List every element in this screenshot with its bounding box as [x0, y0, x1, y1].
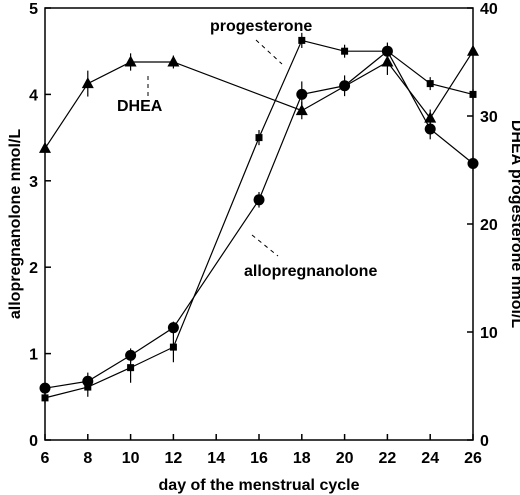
dhea-point [295, 104, 308, 116]
x-tick-label: 16 [250, 450, 268, 467]
x-axis-label: day of the menstrual cycle [159, 477, 360, 494]
progesterone-point [169, 343, 177, 351]
left-tick-label: 4 [29, 87, 38, 104]
series-dhea [39, 44, 479, 153]
progesterone-point [255, 134, 263, 142]
progesterone-point [127, 364, 135, 372]
left-axis-ticks: 0 1 2 3 4 5 [29, 1, 51, 450]
allopregnanolone-point [467, 158, 479, 170]
progesterone-point [84, 383, 92, 391]
dhea-point [124, 55, 137, 67]
x-axis-ticks: 6 8 10 12 14 16 18 20 22 24 26 [41, 434, 482, 467]
progesterone-point [426, 80, 434, 88]
progesterone-line [44, 39, 474, 399]
left-axis-label: allopregnanolone nmol/L [7, 129, 24, 319]
dhea-point [39, 141, 51, 153]
progesterone-point [298, 36, 306, 44]
progesterone-point [341, 47, 349, 55]
dhea-point [167, 55, 180, 67]
x-tick-label: 18 [293, 450, 311, 467]
annotation-allopregnanolone-leader [251, 234, 279, 257]
allopregnanolone-point [424, 123, 436, 135]
right-tick-label: 30 [480, 109, 498, 126]
right-tick-label: 10 [480, 325, 498, 342]
x-tick-label: 10 [122, 450, 140, 467]
x-tick-label: 8 [83, 450, 92, 467]
right-axis-ticks: 0 10 20 30 40 [467, 1, 498, 450]
annotation-progesterone-leader [255, 39, 283, 65]
x-tick-label: 24 [421, 450, 439, 467]
left-tick-label: 0 [29, 433, 38, 450]
progesterone-point [41, 394, 49, 402]
left-tick-label: 3 [29, 174, 38, 191]
series-progesterone [41, 32, 477, 404]
x-tick-label: 20 [336, 450, 354, 467]
left-tick-label: 2 [29, 260, 38, 277]
right-tick-label: 20 [480, 217, 498, 234]
annotation-allopregnanolone: allopregnanolone [244, 263, 377, 280]
allopregnanolone-point [39, 382, 51, 394]
series-layer [39, 32, 479, 404]
x-tick-label: 26 [464, 450, 482, 467]
dhea-point [81, 77, 94, 89]
dhea-point [424, 111, 437, 123]
right-tick-label: 0 [480, 433, 489, 450]
annotation-progesterone: progesterone [210, 18, 312, 35]
allopregnanolone-point [296, 88, 308, 100]
annotation-dhea: DHEA [117, 98, 163, 115]
dhea-point [467, 44, 479, 56]
allopregnanolone-line [44, 50, 474, 389]
allopregnanolone-point [167, 322, 179, 334]
left-tick-label: 1 [29, 347, 38, 364]
right-tick-label: 40 [480, 1, 498, 18]
x-tick-label: 22 [379, 450, 397, 467]
allopregnanolone-point [253, 194, 265, 206]
progesterone-point [469, 90, 477, 98]
x-tick-label: 6 [41, 450, 50, 467]
dhea-line [44, 50, 474, 149]
x-tick-label: 12 [165, 450, 183, 467]
left-tick-label: 5 [29, 1, 38, 18]
dhea-point [381, 55, 394, 67]
right-axis-label: DHEA progesterone nmol/L [508, 120, 520, 329]
x-tick-label: 14 [207, 450, 225, 467]
